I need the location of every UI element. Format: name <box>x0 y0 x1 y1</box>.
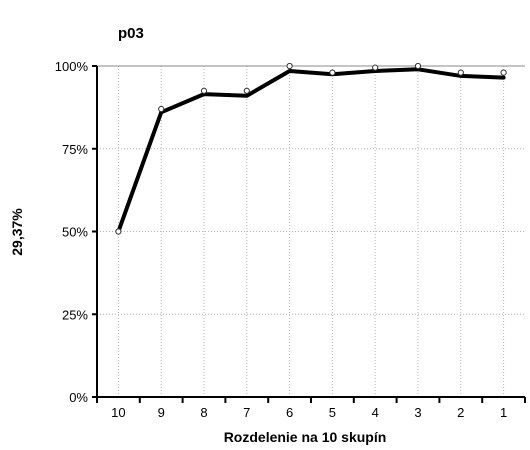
data-marker <box>200 87 208 94</box>
x-axis-ticks: 10 9 8 7 6 5 4 3 2 1 <box>96 397 526 420</box>
y-tick-label: 75% <box>62 142 88 157</box>
series-layer <box>115 62 507 235</box>
line-point <box>289 70 291 72</box>
y-tick-label: 100% <box>55 59 89 74</box>
chart-title: p03 <box>118 25 144 42</box>
y-tick-label: 50% <box>62 225 88 240</box>
x-tick-label: 1 <box>500 405 507 420</box>
data-marker <box>372 64 379 71</box>
x-tick-label: 3 <box>414 405 421 420</box>
x-tick-label: 7 <box>243 405 250 420</box>
line-point <box>246 95 248 97</box>
y-axis-ticks: 0% 25% 50% 75% 100% <box>55 59 97 405</box>
y-axis-label: 29,37% <box>9 208 25 256</box>
x-axis-label: Rozdelenie na 10 skupín <box>224 429 387 445</box>
x-tick-label: 6 <box>286 405 293 420</box>
data-marker <box>414 62 422 70</box>
y-tick-label: 0% <box>69 390 88 405</box>
series-line <box>116 67 506 234</box>
x-tick-label: 5 <box>329 405 336 420</box>
x-tick-label: 9 <box>158 405 165 420</box>
data-marker <box>286 62 293 70</box>
x-tick-label: 8 <box>200 405 207 420</box>
x-tick-label: 2 <box>457 405 464 420</box>
x-tick-label: 10 <box>111 405 125 420</box>
data-marker <box>115 228 122 235</box>
y-tick-label: 25% <box>62 307 88 322</box>
data-marker <box>158 105 165 113</box>
x-tick-label: 4 <box>372 405 379 420</box>
line-point <box>503 77 505 79</box>
data-marker <box>243 87 250 94</box>
data-marker <box>500 69 507 76</box>
data-marker <box>329 69 336 76</box>
data-marker <box>457 69 464 76</box>
